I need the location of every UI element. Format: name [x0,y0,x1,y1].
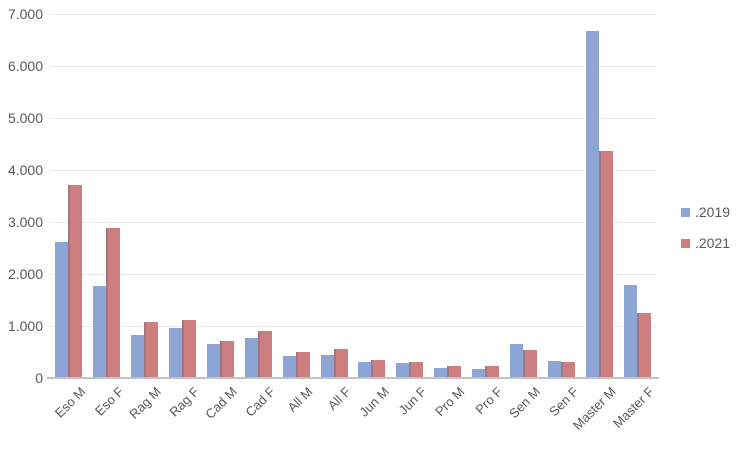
legend-item--2019: .2019 [681,203,730,221]
x-tick-label-pro-f: Pro F [472,384,506,418]
bar--2019-cad-m [207,344,220,377]
bar--2019-sen-f [548,361,561,377]
x-tick-label-sen-m: Sen M [505,384,544,422]
x-axis-line [47,377,659,379]
y-tick-label-0: 0 [35,370,43,386]
bar--2019-sen-m [510,344,523,377]
legend-swatch-icon [681,238,690,248]
gridline-7000 [50,14,656,15]
bar--2019-all-m [283,356,296,377]
bar--2021-rag-m [144,322,158,377]
y-tick-label-4000: 4.000 [7,162,43,178]
gridline-6000 [50,66,656,67]
y-tick-label-5000: 5.000 [7,110,43,126]
bar--2021-master-f [637,313,651,377]
x-tick-label-all-m: All M [284,384,316,416]
x-tick-label-eso-m: Eso M [51,384,89,421]
gridline-2000 [50,274,656,275]
x-tick-label-pro-m: Pro M [432,384,468,420]
x-tick-label-cad-m: Cad M [202,384,241,422]
y-tick-label-2000: 2.000 [7,266,43,282]
bar--2021-sen-m [523,350,537,377]
x-tick-label-jun-f: Jun F [395,384,430,418]
y-tick-label-7000: 7.000 [7,6,43,22]
bar--2019-pro-f [472,369,485,377]
legend: .2019 .2021 [681,203,730,252]
y-tick-label-3000: 3.000 [7,214,43,230]
bar--2021-eso-f [106,228,120,377]
x-tick-label-all-f: All F [324,384,354,413]
legend-label: .2021 [695,235,731,251]
gridline-1000 [50,326,656,327]
bar--2021-pro-f [485,366,499,377]
bar--2019-cad-f [245,338,258,377]
bar--2021-all-f [334,349,348,377]
legend-label: .2019 [695,204,731,220]
x-tick-label-rag-f: Rag F [166,384,203,420]
bar--2021-cad-m [220,341,234,377]
x-tick-label-rag-m: Rag M [126,384,165,422]
gridline-5000 [50,118,656,119]
x-tick-label-cad-f: Cad F [242,384,278,420]
bar--2021-jun-f [409,362,423,377]
bar--2019-jun-m [358,362,371,377]
bar--2021-rag-f [182,320,196,377]
x-tick-label-sen-f: Sen F [545,384,581,420]
bar--2021-jun-m [371,360,385,377]
bar--2021-master-m [599,151,613,377]
bar--2021-cad-f [258,331,272,377]
x-tick-label-eso-f: Eso F [91,384,127,419]
legend-item--2021: .2021 [681,234,730,252]
bar--2021-eso-m [68,185,82,377]
legend-swatch-icon [681,207,690,217]
bar--2019-rag-m [131,335,144,377]
bar--2019-master-f [624,285,637,377]
bar--2021-sen-f [561,362,575,377]
gridline-3000 [50,222,656,223]
y-tick-label-1000: 1.000 [7,318,43,334]
gridline-4000 [50,170,656,171]
bar--2019-pro-m [434,368,447,377]
bar--2021-pro-m [447,366,461,377]
bar--2019-all-f [321,355,334,377]
bar--2019-eso-m [55,242,68,377]
bar--2019-eso-f [93,286,106,377]
y-tick-label-6000: 6.000 [7,58,43,74]
x-tick-label-jun-m: Jun M [355,384,392,420]
bar--2019-master-m [586,31,599,377]
bar--2021-all-m [296,352,310,377]
bar--2019-jun-f [396,363,409,377]
bar--2019-rag-f [169,328,182,377]
x-tick-label-master-f: Master F [609,384,657,431]
